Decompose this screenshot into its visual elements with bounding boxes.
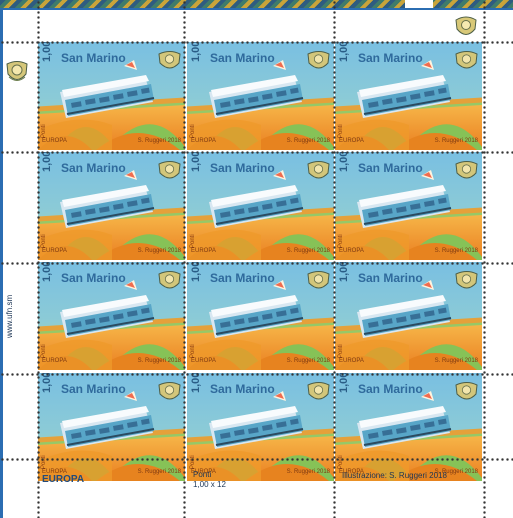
ponti-info: Ponti 1,00 x 12 <box>193 470 226 490</box>
stamp-artist-credit: S. Ruggeri 2018 <box>434 138 478 144</box>
stamp-artist-credit: S. Ruggeri 2018 <box>286 469 330 475</box>
top-decorative-pattern <box>0 0 513 8</box>
stamp-title: Ponti <box>41 124 47 138</box>
stamp-value: 1,00 <box>338 42 350 62</box>
illustration-credit: Illustrazione: S. Ruggeri 2018 <box>342 471 447 480</box>
stamp-country: San Marino <box>358 161 423 175</box>
stamp-europa-mark: EUROPA <box>191 138 216 144</box>
stamp-country: San Marino <box>210 271 275 285</box>
stamp-artist-credit: S. Ruggeri 2018 <box>286 358 330 364</box>
stamp-europa-mark: EUROPA <box>42 469 67 475</box>
stamp-r2-c3: 1,00 San Marino Ponti EUROPA S. Ruggeri 2018 <box>335 152 482 260</box>
stamp-title: Ponti <box>41 234 47 248</box>
stamp-artist-credit: S. Ruggeri 2018 <box>137 248 181 254</box>
stamp-title: Ponti <box>190 234 196 248</box>
stamp-r3-c2: 1,00 San Marino Ponti EUROPA S. Ruggeri 2018 <box>187 262 334 370</box>
stamp-europa-mark: EUROPA <box>339 248 364 254</box>
stamp-value: 1,00 <box>41 373 53 393</box>
stamp-title: Ponti <box>338 124 344 138</box>
stamp-europa-mark: EUROPA <box>191 358 216 364</box>
perforation-col-4 <box>483 0 486 518</box>
stamp-title: Ponti <box>338 344 344 358</box>
stamp-value: 1,00 <box>190 152 202 172</box>
stamp-value: 1,00 <box>190 373 202 393</box>
stamp-title: Ponti <box>338 455 344 469</box>
stamp-r4-c3: 1,00 San Marino Ponti EUROPA S. Ruggeri 2018 <box>335 373 482 481</box>
stamp-value: 1,00 <box>41 152 53 172</box>
top-right-coat-of-arms-emblem <box>454 13 478 41</box>
stamp-title: Ponti <box>190 455 196 469</box>
stamp-r1-c3: 1,00 San Marino Ponti EUROPA S. Ruggeri 2018 <box>335 42 482 150</box>
stamp-title: Ponti <box>190 124 196 138</box>
stamp-country: San Marino <box>61 271 126 285</box>
stamp-r3-c1: 1,00 San Marino Ponti EUROPA S. Ruggeri 2018 <box>38 262 185 370</box>
stamp-value: 1,00 <box>41 262 53 282</box>
stamp-europa-mark: EUROPA <box>42 138 67 144</box>
stamp-value: 1,00 <box>190 42 202 62</box>
stamp-country: San Marino <box>61 51 126 65</box>
top-border <box>0 8 513 10</box>
stamp-r4-c1: 1,00 San Marino Ponti EUROPA S. Ruggeri 2018 <box>38 373 185 481</box>
stamp-country: San Marino <box>358 382 423 396</box>
stamp-europa-mark: EUROPA <box>339 469 364 475</box>
stamp-value: 1,00 <box>190 262 202 282</box>
stamp-value: 1,00 <box>338 373 350 393</box>
stamp-country: San Marino <box>61 382 126 396</box>
stamp-title: Ponti <box>190 344 196 358</box>
stamp-value: 1,00 <box>338 262 350 282</box>
stamp-artist-credit: S. Ruggeri 2018 <box>434 358 478 364</box>
ponti-title: Ponti <box>193 470 212 479</box>
stamp-europa-mark: EUROPA <box>339 358 364 364</box>
stamp-europa-mark: EUROPA <box>191 469 216 475</box>
stamp-country: San Marino <box>210 382 275 396</box>
stamp-r4-c2: 1,00 San Marino Ponti EUROPA S. Ruggeri 2018 <box>187 373 334 481</box>
stamp-title: Ponti <box>41 344 47 358</box>
stamp-value: 1,00 <box>338 152 350 172</box>
stamp-r1-c1: 1,00 San Marino Ponti EUROPA S. Ruggeri 2018 <box>38 42 185 150</box>
stamp-europa-mark: EUROPA <box>339 138 364 144</box>
stamp-r1-c2: 1,00 San Marino Ponti EUROPA S. Ruggeri 2018 <box>187 42 334 150</box>
stamp-artist-credit: S. Ruggeri 2018 <box>137 138 181 144</box>
stamp-artist-credit: S. Ruggeri 2018 <box>137 469 181 475</box>
left-border <box>0 8 3 518</box>
stamp-value: 1,00 <box>41 42 53 62</box>
stamp-artist-credit: S. Ruggeri 2018 <box>137 358 181 364</box>
stamp-country: San Marino <box>61 161 126 175</box>
stamp-title: Ponti <box>338 234 344 248</box>
stamp-artist-credit: S. Ruggeri 2018 <box>434 248 478 254</box>
europa-logo-text: EUROPA <box>42 474 85 485</box>
stamp-sheet: const stampSvg = `<svg width="147" heigh… <box>38 42 483 481</box>
stamp-country: San Marino <box>358 51 423 65</box>
ponti-count: 1,00 x 12 <box>193 480 226 489</box>
stamp-europa-mark: EUROPA <box>42 358 67 364</box>
stamp-artist-credit: S. Ruggeri 2018 <box>286 248 330 254</box>
stamp-country: San Marino <box>210 161 275 175</box>
stamp-r2-c1: 1,00 San Marino Ponti EUROPA S. Ruggeri 2018 <box>38 152 185 260</box>
stamp-title: Ponti <box>41 455 47 469</box>
top-pattern-gap <box>405 0 433 8</box>
website-margin-text: www.ufn.sm <box>5 294 14 338</box>
stamp-country: San Marino <box>358 271 423 285</box>
stamp-artist-credit: S. Ruggeri 2018 <box>434 469 478 475</box>
stamp-country: San Marino <box>210 51 275 65</box>
stamp-artist-credit: S. Ruggeri 2018 <box>286 138 330 144</box>
left-coat-of-arms-emblem <box>4 57 30 87</box>
stamp-europa-mark: EUROPA <box>191 248 216 254</box>
stamp-r2-c2: 1,00 San Marino Ponti EUROPA S. Ruggeri 2018 <box>187 152 334 260</box>
stamp-r3-c3: 1,00 San Marino Ponti EUROPA S. Ruggeri 2018 <box>335 262 482 370</box>
stamp-europa-mark: EUROPA <box>42 248 67 254</box>
